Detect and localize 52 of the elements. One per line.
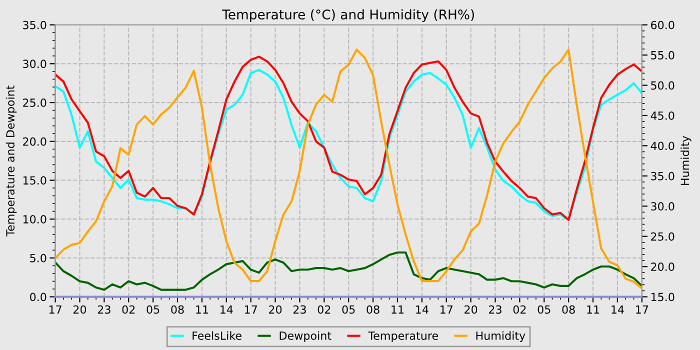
line-series <box>55 251 642 291</box>
y-tick-label: 20.0 <box>23 137 46 146</box>
y-tick-label: 25.0 <box>23 98 46 107</box>
y2-tick-label: 60.0 <box>651 20 674 30</box>
x-tick-label: 20 <box>269 305 282 314</box>
y2-axis-title: Humidity <box>680 136 692 185</box>
x-tick-label: 02 <box>318 305 330 314</box>
x-tick-label: 08 <box>562 305 575 314</box>
x-tick-label: 23 <box>98 305 110 314</box>
x-tick-label: 14 <box>220 305 233 314</box>
x-tick-label: 05 <box>342 305 355 314</box>
x-tick-label: 11 <box>587 305 600 314</box>
x-tick-label: 20 <box>464 305 478 314</box>
legend-label: Dewpoint <box>280 331 332 342</box>
y-tick-label: 10.0 <box>23 215 46 224</box>
y-tick-label: 35.0 <box>23 20 46 30</box>
y-tick-label: 5.0 <box>30 254 46 262</box>
y2-tick-label: 20.0 <box>651 262 674 271</box>
y2-tick-label: 30.0 <box>651 202 674 211</box>
x-tick-label: 17 <box>244 305 257 314</box>
x-tick-label: 14 <box>612 305 624 314</box>
y-tick-label: 15.0 <box>23 176 46 185</box>
legend-label: FeelsLike <box>192 331 242 340</box>
x-tick-label: 17 <box>636 305 648 314</box>
legend-label: Temperature <box>368 332 438 342</box>
chart-title: Temperature (°C) and Humidity (RH%) <box>222 9 474 22</box>
y-tick-label: 0.0 <box>30 292 46 302</box>
legend-label: Humidity <box>476 331 526 342</box>
y2-tick-label: 25.0 <box>651 232 674 241</box>
x-tick-label: 11 <box>392 305 404 314</box>
line-series <box>55 48 642 290</box>
y2-tick-label: 45.0 <box>650 111 674 120</box>
x-tick-label: 17 <box>440 305 452 314</box>
x-tick-label: 14 <box>416 305 428 314</box>
y-tick-label: 30.0 <box>23 60 46 68</box>
x-tick-label: 02 <box>122 305 135 314</box>
x-tick-label: 05 <box>146 305 160 314</box>
y-axis-title: Temperature and Dewpoint <box>6 86 17 236</box>
y2-tick-label: 35.0 <box>651 172 674 180</box>
x-tick-label: 17 <box>49 305 62 314</box>
x-tick-label: 05 <box>538 305 550 314</box>
x-tick-label: 11 <box>196 305 208 314</box>
y2-tick-label: 40.0 <box>650 142 674 150</box>
y2-tick-label: 50.0 <box>651 81 674 90</box>
y2-tick-label: 15.0 <box>651 292 674 302</box>
x-tick-label: 02 <box>513 305 526 314</box>
x-tick-label: 08 <box>366 305 380 314</box>
x-tick-label: 23 <box>293 305 306 314</box>
x-tick-label: 23 <box>488 305 502 314</box>
x-tick-label: 08 <box>171 305 184 314</box>
x-tick-label: 20 <box>73 305 86 314</box>
y2-tick-label: 55.0 <box>651 51 674 60</box>
